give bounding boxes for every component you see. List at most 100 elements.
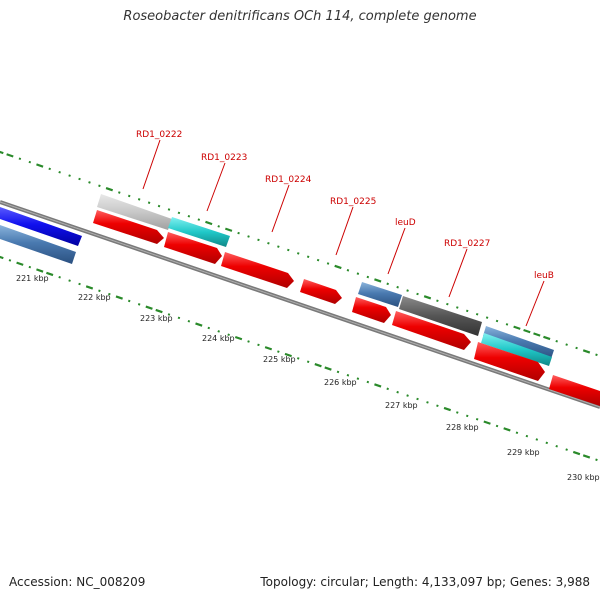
red-cds-6[interactable] xyxy=(392,311,471,350)
gc-mark xyxy=(565,448,568,451)
gene-label[interactable]: RD1_0225 xyxy=(330,197,376,207)
gc-mark xyxy=(197,218,201,221)
red-cds-7[interactable] xyxy=(474,342,545,381)
gc-mark xyxy=(565,343,568,346)
gc-mark xyxy=(443,406,452,412)
gene-label[interactable]: RD1_0224 xyxy=(265,175,312,185)
gc-mark xyxy=(416,292,419,296)
gc-mark xyxy=(475,417,479,421)
gene-label[interactable]: leuB xyxy=(534,271,554,281)
gc-mark xyxy=(386,387,389,391)
red-cds-1[interactable] xyxy=(93,210,164,244)
gc-mark xyxy=(277,245,280,248)
red-cds-4[interactable] xyxy=(300,279,342,304)
gc-mark xyxy=(396,390,399,394)
cyan-feature[interactable] xyxy=(168,217,230,247)
gc-mark xyxy=(436,404,439,407)
gc-mark xyxy=(525,434,529,438)
gc-mark xyxy=(0,150,4,155)
gc-mark xyxy=(36,268,44,273)
red-cds-8[interactable] xyxy=(549,375,600,406)
tick-label: 223 kbp xyxy=(140,314,173,323)
gc-mark xyxy=(555,445,558,448)
gc-mark xyxy=(8,259,12,262)
gc-mark xyxy=(284,352,292,358)
red-cds-2[interactable] xyxy=(164,232,222,264)
gc-mark xyxy=(374,383,382,388)
grey-feature[interactable] xyxy=(97,194,172,230)
gc-mark xyxy=(88,181,91,184)
gc-mark xyxy=(195,322,203,327)
gc-mark xyxy=(423,295,432,300)
gc-mark xyxy=(58,276,61,279)
gc-mark xyxy=(356,377,360,380)
gc-dotted-line-outer xyxy=(0,150,598,357)
gc-mark xyxy=(324,366,332,371)
gc-mark xyxy=(18,157,22,161)
gc-mark xyxy=(366,275,370,279)
gc-mark xyxy=(535,438,539,441)
steel-feature-3[interactable] xyxy=(483,326,554,359)
gc-mark xyxy=(0,255,4,260)
gc-mark xyxy=(28,265,32,269)
gc-mark xyxy=(475,312,479,316)
gc-mark xyxy=(137,198,141,201)
gc-mark xyxy=(595,458,598,462)
gc-mark xyxy=(234,335,243,341)
cyan-feature-2[interactable] xyxy=(481,333,552,366)
gc-mark xyxy=(6,153,14,158)
gene-label[interactable]: leuD xyxy=(395,218,416,228)
steel-feature-2[interactable] xyxy=(358,282,402,307)
gc-mark xyxy=(68,279,71,282)
gene-label[interactable]: RD1_0222 xyxy=(136,130,182,140)
gc-mark xyxy=(46,271,54,277)
gene-label[interactable]: RD1_0223 xyxy=(201,153,247,163)
gc-mark xyxy=(177,211,181,215)
gc-mark xyxy=(426,401,429,404)
gc-mark xyxy=(386,282,389,286)
gc-mark xyxy=(217,330,220,333)
gc-mark xyxy=(346,374,350,377)
gc-mark xyxy=(366,380,370,384)
gc-mark xyxy=(36,163,44,168)
red-cds-5[interactable] xyxy=(352,297,391,323)
gc-mark xyxy=(257,343,260,347)
gc-mark xyxy=(247,340,250,343)
gc-mark xyxy=(543,335,551,341)
gc-mark xyxy=(334,264,342,270)
tick-label: 225 kbp xyxy=(263,355,296,364)
tick-label: 222 kbp xyxy=(78,293,111,302)
gc-mark xyxy=(68,174,71,177)
map-title: Roseobacter denitrificans OCh 114, compl… xyxy=(123,9,477,24)
gc-mark xyxy=(296,357,300,360)
red-cds-3[interactable] xyxy=(221,252,294,288)
gc-mark xyxy=(247,235,250,238)
tick-label: 229 kbp xyxy=(507,448,540,457)
gc-mark xyxy=(396,285,399,289)
gc-mark xyxy=(505,323,509,326)
genome-stats: Topology: circular; Length: 4,133,097 bp… xyxy=(260,575,590,589)
gc-mark xyxy=(187,214,191,218)
gc-mark xyxy=(513,325,521,330)
tick-label: 228 kbp xyxy=(446,423,479,432)
steel-feature[interactable] xyxy=(0,225,76,264)
gc-mark xyxy=(582,454,591,459)
gc-mark xyxy=(267,241,270,245)
gc-mark xyxy=(127,299,131,303)
blue-feature[interactable] xyxy=(0,207,82,246)
gc-mark xyxy=(465,414,469,418)
gc-mark xyxy=(456,306,459,309)
gc-mark xyxy=(306,255,310,259)
gc-mark xyxy=(78,177,81,181)
gc-mark xyxy=(572,450,581,456)
gc-mark xyxy=(406,289,409,292)
gc-mark xyxy=(155,308,163,314)
tick-label: 230 kbp xyxy=(567,473,600,482)
gc-mark xyxy=(326,262,330,265)
gene-label[interactable]: RD1_0227 xyxy=(444,239,490,249)
gc-mark xyxy=(217,225,220,228)
gc-mark xyxy=(167,313,171,316)
darkgrey-feature[interactable] xyxy=(399,296,482,336)
gc-mark xyxy=(224,227,233,232)
